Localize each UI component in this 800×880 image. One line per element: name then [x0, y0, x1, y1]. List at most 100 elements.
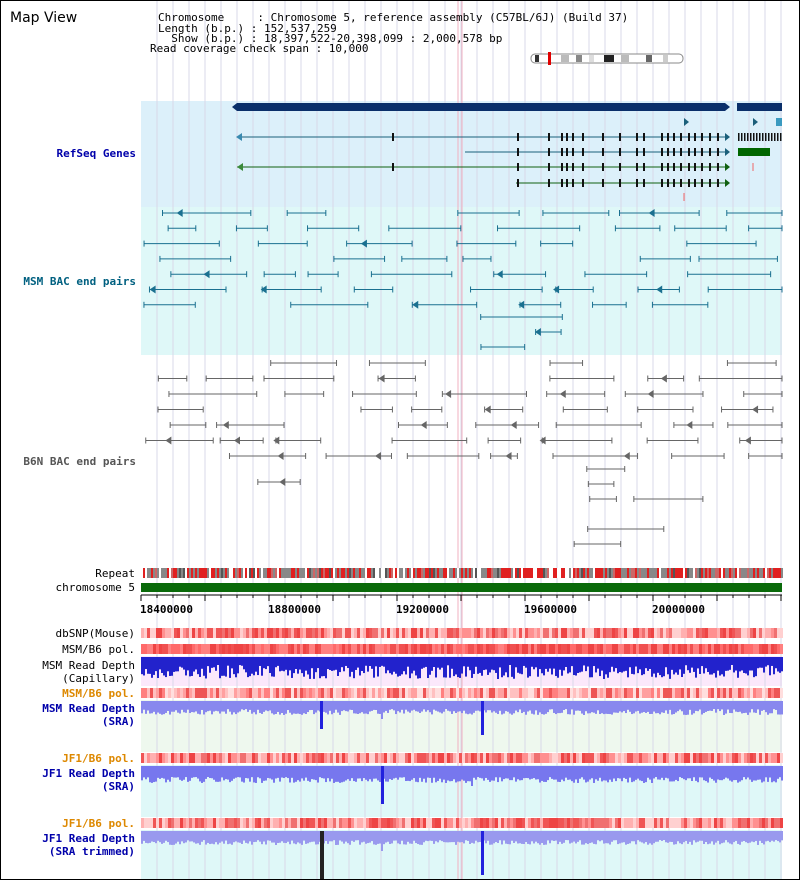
gene-exon	[602, 148, 604, 156]
depth-bar	[611, 657, 613, 667]
depth-bar	[261, 831, 263, 845]
depth-bar	[689, 701, 691, 710]
depth-bar	[545, 831, 547, 845]
depth-bar	[365, 766, 367, 780]
depth-bar	[141, 657, 143, 675]
bac-end-arrow	[744, 436, 751, 445]
depth-bar	[717, 701, 719, 710]
depth-bar	[733, 831, 735, 843]
repeat-segment	[599, 568, 601, 578]
heat-cell	[171, 753, 174, 763]
heat-cell	[726, 818, 729, 828]
depth-bar	[547, 657, 549, 672]
heat-cell	[432, 628, 435, 638]
heat-cell	[711, 644, 714, 654]
heat-cell	[753, 818, 756, 828]
heat-cell	[291, 818, 294, 828]
heat-cell	[774, 753, 777, 763]
heat-cell	[189, 688, 192, 698]
depth-bar	[547, 831, 549, 841]
heat-cell	[450, 753, 453, 763]
depth-bar	[475, 766, 477, 780]
depth-bar	[253, 831, 255, 843]
depth-bar	[141, 831, 143, 844]
repeat-segment	[455, 568, 457, 578]
heat-cell	[744, 644, 747, 654]
depth-bar	[159, 657, 161, 670]
depth-bar	[737, 701, 739, 713]
depth-bar	[353, 766, 355, 782]
heat-cell	[624, 688, 627, 698]
depth-bar	[309, 701, 311, 711]
depth-bar	[191, 701, 193, 713]
heat-cell	[546, 688, 549, 698]
depth-bar	[597, 831, 599, 841]
heat-cell	[207, 628, 210, 638]
depth-bar	[177, 831, 179, 842]
depth-bar	[767, 766, 769, 782]
depth-bar	[285, 657, 287, 670]
depth-bar	[767, 701, 769, 715]
heat-cell	[213, 628, 216, 638]
heat-cell	[519, 644, 522, 654]
depth-bar	[321, 766, 323, 779]
heat-cell	[351, 644, 354, 654]
depth-bar	[599, 831, 601, 842]
depth-bar	[331, 766, 333, 779]
heat-cell	[714, 628, 717, 638]
repeat-segment	[633, 568, 635, 578]
heat-cell	[387, 753, 390, 763]
heat-cell	[417, 753, 420, 763]
depth-bar	[725, 831, 727, 841]
depth-bar	[243, 657, 245, 670]
heat-cell	[246, 818, 249, 828]
depth-bar	[571, 766, 573, 782]
repeat-segment	[163, 568, 165, 578]
repeat-segment	[567, 568, 569, 578]
depth-bar	[591, 657, 593, 678]
depth-bar	[379, 701, 381, 714]
depth-bar	[763, 701, 765, 710]
heat-cell	[240, 644, 243, 654]
heat-cell	[591, 644, 594, 654]
heat-cell	[399, 688, 402, 698]
depth-bar	[269, 657, 271, 673]
heat-cell	[624, 818, 627, 828]
heat-cell	[657, 688, 660, 698]
heat-cell	[777, 644, 780, 654]
depth-bar	[775, 766, 777, 783]
depth-bar	[549, 701, 551, 710]
depth-bar	[537, 766, 539, 780]
heat-cell	[144, 753, 147, 763]
msm-bac-track-label[interactable]: MSM BAC end pairs	[23, 275, 136, 288]
gene-exon	[643, 133, 645, 141]
repeat-segment	[235, 568, 237, 578]
depth-bar	[517, 766, 519, 780]
depth-bar	[629, 657, 631, 668]
repeat-segment	[371, 568, 373, 578]
depth-bar	[731, 657, 733, 666]
heat-cell	[747, 753, 750, 763]
depth-bar	[703, 766, 705, 781]
b6n-bac-track-label[interactable]: B6N BAC end pairs	[23, 455, 136, 468]
depth-bar	[401, 766, 403, 778]
depth-bar	[293, 657, 295, 674]
repeat-segment	[293, 568, 295, 578]
depth-bar	[165, 657, 167, 678]
depth-bar	[311, 831, 313, 842]
heat-cell	[477, 818, 480, 828]
repeat-segment	[245, 568, 247, 578]
repeat-segment	[177, 568, 179, 578]
refseq-track-label[interactable]: RefSeq Genes	[56, 147, 136, 160]
depth-bar	[531, 831, 533, 842]
gene-exon	[661, 179, 663, 187]
depth-bar	[181, 657, 183, 668]
repeat-segment	[199, 568, 201, 578]
gene-exon	[688, 179, 690, 187]
depth-bar	[469, 657, 471, 671]
heat-cell	[225, 628, 228, 638]
heat-cell	[522, 644, 525, 654]
repeat-segment	[727, 568, 729, 578]
heat-cell	[723, 753, 726, 763]
